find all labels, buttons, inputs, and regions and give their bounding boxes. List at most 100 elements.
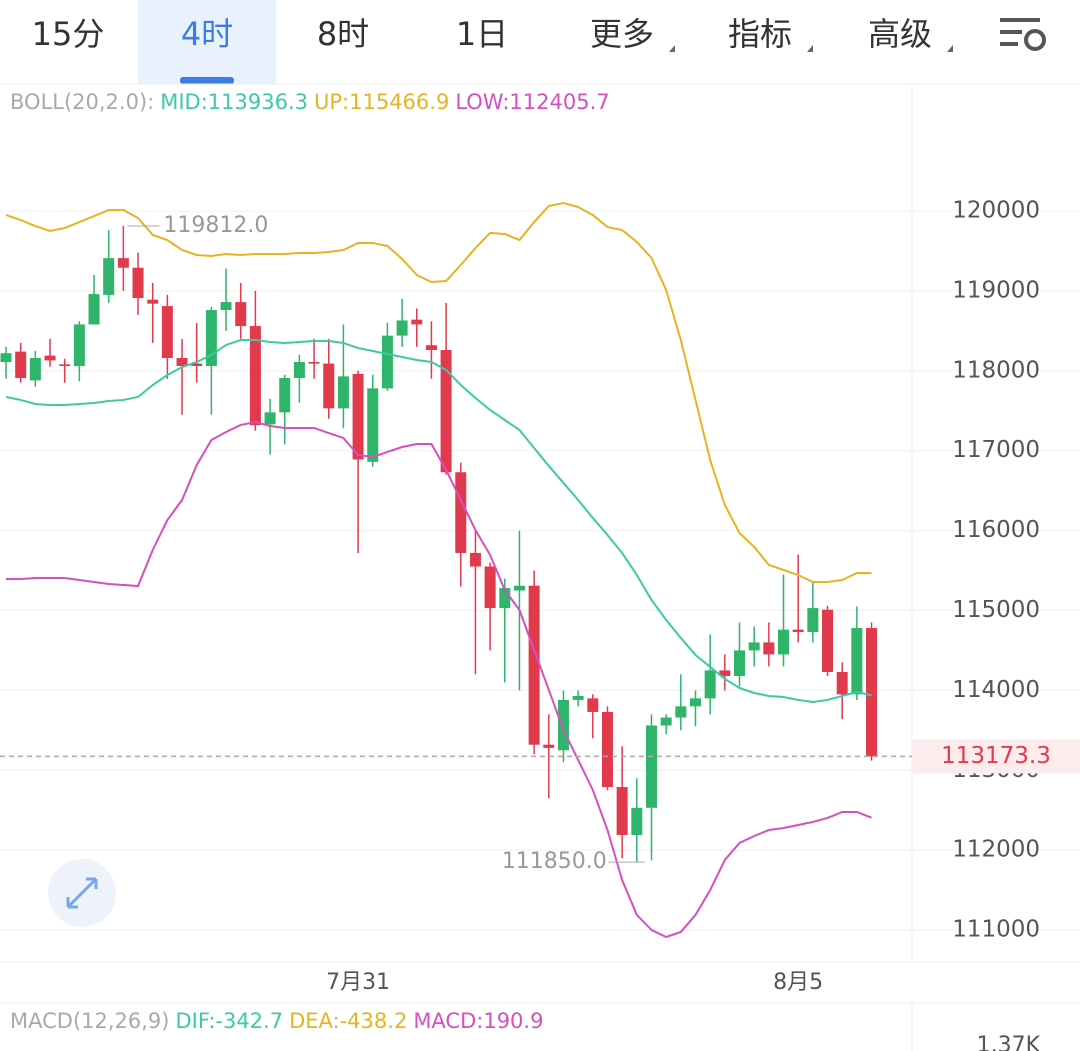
candle-body bbox=[44, 355, 56, 361]
candle-body bbox=[176, 357, 188, 366]
candle-body bbox=[704, 670, 716, 699]
candle-body bbox=[440, 350, 452, 473]
y-tick-label: 119000 bbox=[952, 277, 1040, 303]
candle-body bbox=[220, 302, 232, 311]
expand-button[interactable] bbox=[48, 859, 116, 927]
candle-body bbox=[484, 566, 496, 609]
legend-item: MID:113936.3 bbox=[160, 90, 308, 114]
candle-body bbox=[572, 695, 584, 700]
last-price-box bbox=[912, 739, 1080, 774]
legend-item: MACD:190.9 bbox=[413, 1009, 544, 1033]
tab[interactable]: 4时 bbox=[181, 15, 233, 53]
candle-body bbox=[264, 412, 276, 425]
candle-body bbox=[147, 299, 159, 304]
candle-body bbox=[337, 376, 349, 409]
candle-body bbox=[352, 373, 364, 460]
candle-body bbox=[15, 351, 27, 378]
y-tick-label: 115000 bbox=[952, 597, 1040, 623]
y-tick-label: 111000 bbox=[952, 917, 1040, 943]
candle-body bbox=[719, 670, 731, 676]
y-tick-label: 1.37K bbox=[977, 1033, 1041, 1051]
candle-body bbox=[249, 326, 261, 426]
candle-body bbox=[455, 472, 467, 553]
active-tab-indicator bbox=[180, 77, 234, 84]
tab[interactable]: 1日 bbox=[456, 15, 508, 53]
candle-body bbox=[601, 711, 613, 788]
candle-body bbox=[381, 335, 393, 389]
tab[interactable]: 8时 bbox=[317, 15, 369, 53]
settings-icon[interactable] bbox=[1000, 18, 1046, 51]
candle-body bbox=[323, 363, 335, 409]
candle-body bbox=[734, 650, 745, 676]
candle-body bbox=[528, 585, 540, 745]
macd-legend: MACD(12,26,9) DIF:-342.7 DEA:-438.2 MACD:19… bbox=[10, 1009, 543, 1033]
candle-body bbox=[411, 319, 423, 325]
active-tab-bg bbox=[138, 0, 276, 84]
candle-body bbox=[822, 609, 834, 672]
candle-body bbox=[660, 717, 672, 726]
candle-body bbox=[88, 294, 100, 325]
candle-body bbox=[103, 258, 115, 295]
tab[interactable]: 指标 bbox=[728, 15, 792, 53]
candle-body bbox=[763, 642, 775, 655]
candle-body bbox=[792, 629, 804, 633]
last-price-label: 113173.3 bbox=[941, 743, 1051, 769]
legend-item: LOW:112405.7 bbox=[455, 90, 610, 114]
band-line bbox=[6, 420, 872, 939]
candle-body bbox=[645, 725, 657, 808]
y-tick-label: 117000 bbox=[952, 437, 1040, 463]
y-tick-label: 120000 bbox=[952, 197, 1040, 223]
candle-body bbox=[513, 585, 525, 591]
candle-body bbox=[0, 353, 12, 362]
candle-body bbox=[117, 258, 129, 268]
boll-legend: BOLL(20,2.0): MID:113936.3 UP:115466.9 LOW:… bbox=[10, 90, 610, 114]
candle-body bbox=[851, 628, 863, 695]
candle-body bbox=[367, 388, 379, 462]
y-tick-label: 112000 bbox=[952, 837, 1040, 863]
legend-item: BOLL(20,2.0): bbox=[10, 90, 155, 114]
candle-body bbox=[748, 642, 760, 651]
candle-body bbox=[866, 628, 878, 757]
dropdown-arrow bbox=[669, 45, 675, 52]
candle-body bbox=[205, 310, 217, 366]
candle-body bbox=[279, 377, 291, 413]
candle-body bbox=[675, 706, 687, 718]
min-label: 111850.0 bbox=[502, 849, 607, 874]
candle-body bbox=[689, 698, 701, 707]
tab[interactable]: 更多 bbox=[590, 15, 654, 53]
candle-body bbox=[161, 306, 173, 358]
candle-body bbox=[616, 787, 628, 835]
max-label: 119812.0 bbox=[163, 213, 268, 238]
tab[interactable]: 高级 bbox=[868, 15, 932, 53]
band-line bbox=[5, 339, 872, 703]
x-tick-label: 7月31 bbox=[326, 970, 390, 995]
candle-body bbox=[807, 608, 819, 633]
candle-body bbox=[587, 698, 599, 712]
tab[interactable]: 15分 bbox=[32, 15, 105, 53]
legend-item: DEA:-438.2 bbox=[289, 1009, 408, 1033]
candle-body bbox=[836, 671, 848, 695]
candle-body bbox=[308, 361, 320, 364]
y-tick-label: 114000 bbox=[952, 677, 1040, 703]
y-tick-label: 118000 bbox=[952, 357, 1040, 383]
dropdown-arrow bbox=[807, 45, 813, 52]
candle-body bbox=[59, 364, 71, 366]
candle-body bbox=[191, 363, 203, 366]
candle-body bbox=[73, 324, 85, 366]
dropdown-arrow bbox=[947, 45, 953, 52]
legend-item: DIF:-342.7 bbox=[175, 1009, 284, 1033]
candle-body bbox=[631, 807, 643, 835]
candle-body bbox=[396, 320, 408, 336]
candle-body bbox=[557, 699, 569, 751]
band-line bbox=[5, 201, 872, 584]
candle-body bbox=[293, 361, 305, 378]
x-tick-label: 8月5 bbox=[773, 970, 823, 995]
candle-body bbox=[778, 629, 790, 655]
candle-body bbox=[235, 302, 247, 327]
legend-item: UP:115466.9 bbox=[314, 90, 450, 114]
candle-body bbox=[132, 267, 144, 299]
y-tick-label: 116000 bbox=[952, 517, 1040, 543]
candle-body bbox=[29, 357, 41, 381]
